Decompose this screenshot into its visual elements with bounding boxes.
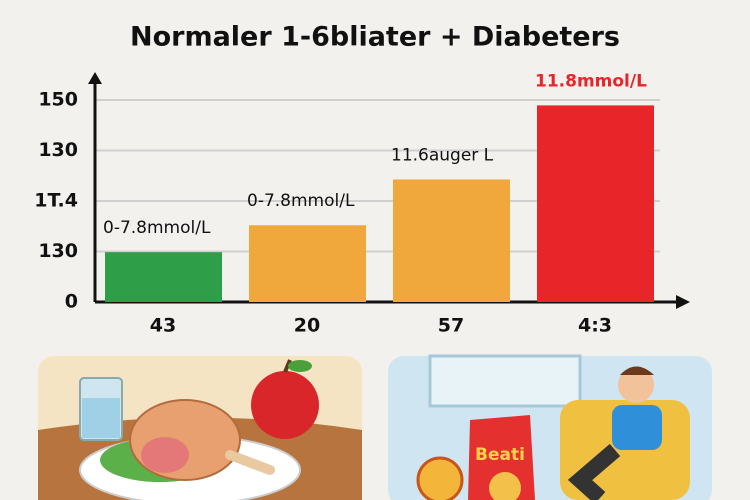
snack-label: Beati bbox=[475, 445, 525, 465]
y-tick-label: 150 bbox=[38, 89, 78, 111]
snack-illustration: Beati bbox=[388, 354, 712, 500]
bar bbox=[249, 225, 366, 302]
x-tick-label: 4:3 bbox=[578, 315, 612, 337]
y-tick-label: 0 bbox=[65, 291, 78, 313]
y-tick-label: 130 bbox=[38, 139, 78, 161]
y-tick-label: 1T.4 bbox=[34, 190, 78, 212]
bar-annotation: 11.6auger L bbox=[391, 145, 494, 165]
bar bbox=[105, 252, 222, 302]
chart-title: Normaler 1-6bliater + Diabeters bbox=[130, 22, 620, 53]
bar-annotation: 0-7.8mmol/L bbox=[103, 218, 211, 238]
x-tick-label: 43 bbox=[150, 315, 176, 337]
bar-annotation: 0-7.8mmol/L bbox=[247, 191, 355, 211]
x-tick-label: 57 bbox=[438, 315, 464, 337]
bar bbox=[537, 105, 654, 303]
bar bbox=[393, 179, 510, 302]
y-axis-arrow bbox=[88, 72, 102, 84]
x-axis-arrow bbox=[676, 295, 690, 309]
x-tick-label: 20 bbox=[294, 315, 320, 337]
plot: 0 130 1T.4 130 150 43 0-7.8mmol/L 20 0-7.8mmol/L… bbox=[34, 71, 690, 337]
meal-illustration bbox=[38, 356, 362, 500]
y-tick-label: 130 bbox=[38, 240, 78, 262]
bar-annotation: 11.8mmol/L bbox=[535, 71, 647, 91]
